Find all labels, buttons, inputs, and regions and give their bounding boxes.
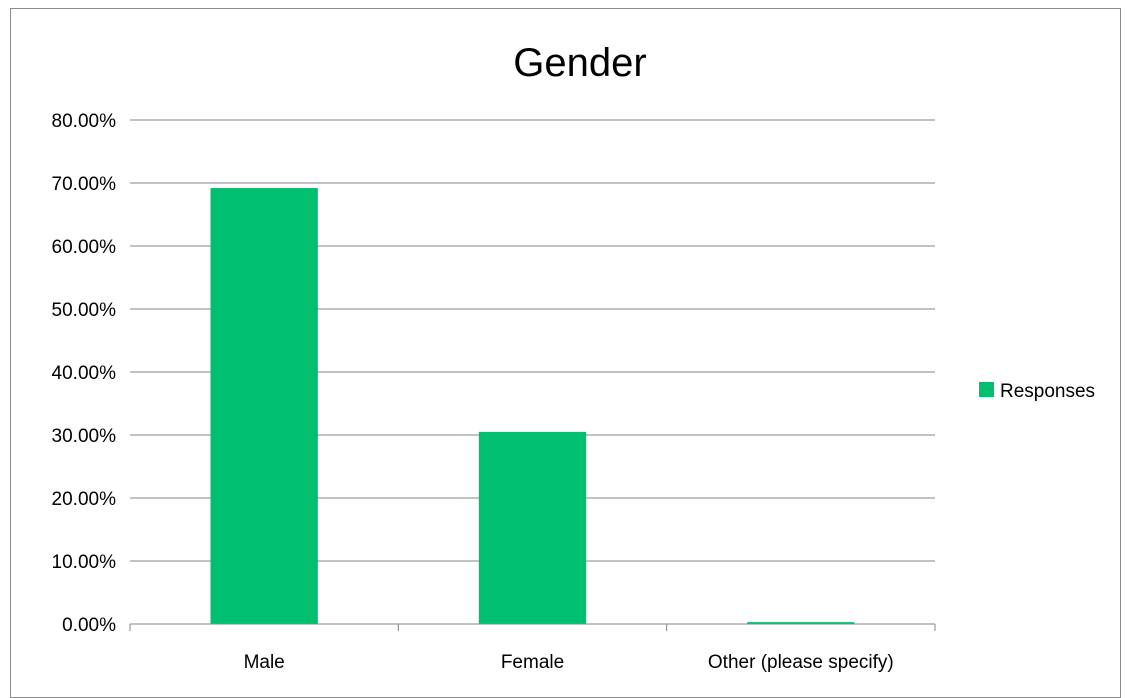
y-tick-label: 30.00% [52, 426, 117, 447]
x-axis [129, 623, 936, 631]
y-tick-label: 20.00% [52, 489, 117, 510]
y-tick-label: 40.00% [52, 363, 117, 384]
x-tick-label: Male [244, 652, 285, 673]
y-tick-label: 80.00% [52, 111, 117, 132]
legend: Responses [979, 381, 1095, 402]
y-tick-label: 70.00% [52, 174, 117, 195]
legend-label: Responses [1000, 381, 1095, 402]
x-tick-label: Female [501, 652, 564, 673]
bar-other-please-specify [747, 622, 855, 624]
x-tick-label: Other (please specify) [708, 652, 894, 673]
bars [210, 188, 855, 625]
y-tick-label: 60.00% [52, 237, 117, 258]
y-axis-tick-labels: 0.00% 10.00% 20.00% 30.00% 40.00% 50.00% 60.00… [52, 111, 117, 636]
y-tick-label: 10.00% [52, 552, 117, 573]
bar-female [478, 431, 587, 624]
y-tick-label: 50.00% [52, 300, 117, 321]
legend-swatch [979, 382, 994, 397]
chart-title: Gender [513, 41, 646, 85]
bar-male [210, 188, 318, 625]
x-axis-tick-labels: Male Female Other (please specify) [244, 652, 894, 673]
y-tick-label: 0.00% [62, 615, 116, 636]
